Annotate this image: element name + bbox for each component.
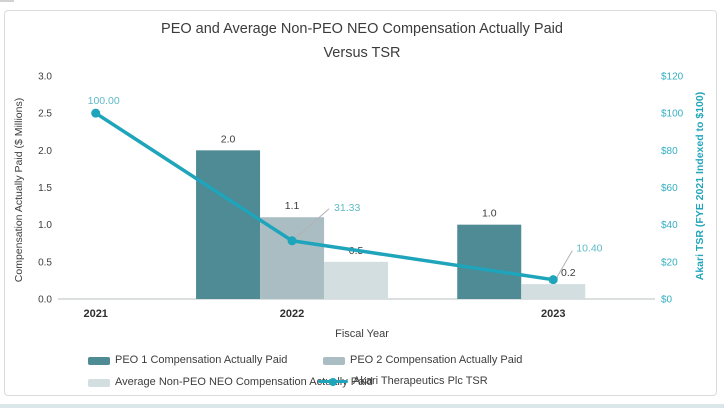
legend-item-peo1: PEO 1 Compensation Actually Paid [88, 355, 287, 366]
tsr-point-label: 31.33 [334, 202, 360, 214]
left-axis-tick: 0.5 [38, 257, 52, 268]
chart-title-line1: PEO and Average Non-PEO NEO Compensation… [161, 21, 563, 37]
right-axis-title: Akari TSR (FYE 2021 Indexed to $100) [694, 92, 706, 281]
legend-label-peo2: PEO 2 Compensation Actually Paid [350, 354, 523, 366]
bar-series1-2022 [196, 150, 261, 299]
tsr-point-label: 100.00 [88, 95, 120, 107]
left-axis-tick: 2.0 [38, 146, 52, 157]
bar-series3-2023 [521, 284, 586, 299]
left-axis-tick: 1.0 [38, 220, 52, 231]
legend-label-tsr: Akari Therapeutics Plc TSR [353, 375, 488, 387]
x-axis-category-label: 2023 [541, 308, 565, 320]
chart-card [4, 10, 717, 396]
tsr-marker-2022 [287, 236, 297, 246]
bar-value-label: 0.2 [561, 267, 576, 279]
left-axis-tick: 2.5 [38, 109, 52, 120]
tsr-marker-2021 [91, 108, 101, 118]
avg-non-peo-swatch-icon [88, 378, 110, 387]
tsr-label-leader [556, 250, 573, 277]
screen-edge-artifact-bottom [0, 404, 724, 408]
left-axis-tick: 0.0 [38, 295, 52, 306]
right-axis-tick: $0 [661, 295, 673, 306]
left-axis-tick: 3.0 [38, 72, 52, 83]
bar-series1-2023 [457, 224, 522, 299]
chart-title-line2: Versus TSR [323, 45, 400, 61]
left-axis-tick: 1.5 [38, 183, 52, 194]
legend-item-peo2: PEO 2 Compensation Actually Paid [323, 355, 522, 366]
legend-item-avg-non-peo: Average Non-PEO NEO Compensation Actuall… [88, 377, 373, 388]
legend-label-peo1: PEO 1 Compensation Actually Paid [115, 354, 288, 366]
bar-series2-2022 [260, 217, 325, 299]
right-axis-tick: $60 [661, 183, 678, 194]
legend-item-tsr: Akari Therapeutics Plc TSR [318, 376, 488, 387]
screen-edge-artifact-top [0, 0, 14, 2]
right-axis-tick: $120 [661, 72, 684, 83]
peo2-swatch-icon [323, 356, 345, 365]
x-axis-category-label: 2022 [280, 308, 304, 320]
legend-label-avg-non-peo: Average Non-PEO NEO Compensation Actuall… [115, 376, 373, 388]
tsr-label-leader [295, 208, 330, 239]
left-axis-title: Compensation Actually Paid ($ Millions) [13, 98, 25, 282]
x-axis-category-label: 2021 [83, 308, 107, 320]
right-axis-tick: $20 [661, 257, 678, 268]
bar-series3-2022 [324, 261, 389, 299]
tsr-marker-2023 [548, 275, 558, 285]
x-axis-title: Fiscal Year [335, 328, 389, 340]
right-axis-tick: $80 [661, 146, 678, 157]
bar-value-label: 1.0 [482, 208, 497, 220]
tsr-line-marker-icon [318, 377, 348, 387]
bar-value-label: 1.1 [285, 200, 300, 212]
bar-value-label: 2.0 [221, 133, 236, 145]
right-axis-tick: $40 [661, 220, 678, 231]
tsr-point-label: 10.40 [576, 243, 602, 255]
peo1-swatch-icon [88, 356, 110, 365]
right-axis-tick: $100 [661, 109, 684, 120]
